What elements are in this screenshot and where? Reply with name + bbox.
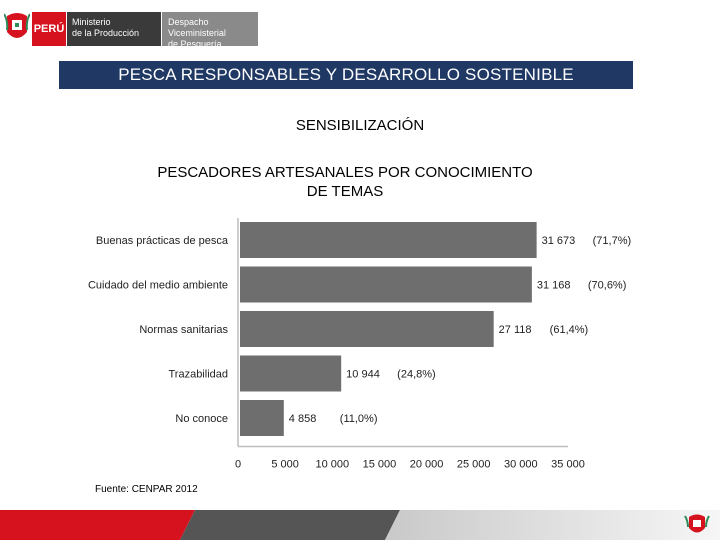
x-tick-label-6: 25 000 [457, 459, 491, 471]
bar-2 [240, 266, 532, 303]
percent-label-1: (71,7%) [593, 235, 632, 247]
peru-label: PERÚ [32, 12, 66, 46]
chart-title-line2: DE TEMAS [306, 183, 384, 200]
x-tick-label-1: 0 [235, 459, 241, 471]
bar-3 [240, 311, 494, 347]
bar-1 [240, 222, 537, 258]
header-logo-strip: PERÚ Ministerio de la Producción Despach… [0, 8, 260, 52]
title-banner: PESCA RESPONSABLES Y DESARROLLO SOSTENIB… [59, 61, 633, 89]
vice-line2: de Pesquería [168, 39, 222, 49]
source-note: Fuente: CENPAR 2012 [95, 484, 198, 495]
x-tick-label-2: 5 000 [271, 459, 299, 471]
ministry-label: Ministerio de la Producción [67, 12, 161, 46]
value-label-2: 31 168 [537, 280, 571, 292]
value-label-3: 27 118 [499, 324, 532, 336]
x-tick-label-7: 30 000 [504, 459, 538, 471]
vice-line1: Despacho Viceministerial [168, 17, 226, 38]
coat-of-arms-small-icon [684, 514, 710, 533]
category-label-3: Normas sanitarias [139, 324, 228, 336]
category-label-5: No conoce [175, 413, 228, 425]
ministry-line2: de la Producción [72, 28, 140, 38]
category-label-1: Buenas prácticas de pesca [96, 235, 229, 247]
percent-label-4: (24,8%) [397, 369, 436, 381]
x-tick-label-5: 20 000 [410, 459, 444, 471]
ministry-line1: Ministerio [72, 17, 111, 27]
bar-5 [240, 400, 284, 436]
bar-4 [240, 355, 342, 392]
category-label-4: Trazabilidad [168, 369, 228, 381]
value-label-1: 31 673 [542, 235, 576, 247]
x-tick-label-8: 35 000 [551, 459, 585, 471]
percent-label-3: (61,4%) [550, 324, 589, 336]
percent-label-5: (11,0%) [340, 413, 378, 425]
section-subtitle: SENSIBILIZACIÓN [295, 117, 425, 134]
chart-title-line1: PESCADORES ARTESANALES POR CONOCIMIENTO [157, 164, 533, 181]
percent-label-2: (70,6%) [588, 280, 627, 292]
value-label-4: 10 944 [346, 369, 380, 381]
coat-of-arms-icon [4, 13, 30, 38]
x-tick-label-3: 10 000 [315, 459, 349, 471]
category-label-2: Cuidado del medio ambiente [88, 280, 228, 292]
chart-title: PESCADORES ARTESANALES POR CONOCIMIENTO … [100, 163, 590, 201]
x-tick-label-4: 15 000 [363, 459, 397, 471]
bottom-decor-stripes [0, 510, 720, 540]
value-label-5: 4 858 [289, 413, 317, 425]
vice-ministry-label: Despacho Viceministerial de Pesquería [162, 12, 258, 49]
bar-chart: Buenas prácticas de pesca 31 673 (71,7%) Cu… [88, 218, 632, 471]
